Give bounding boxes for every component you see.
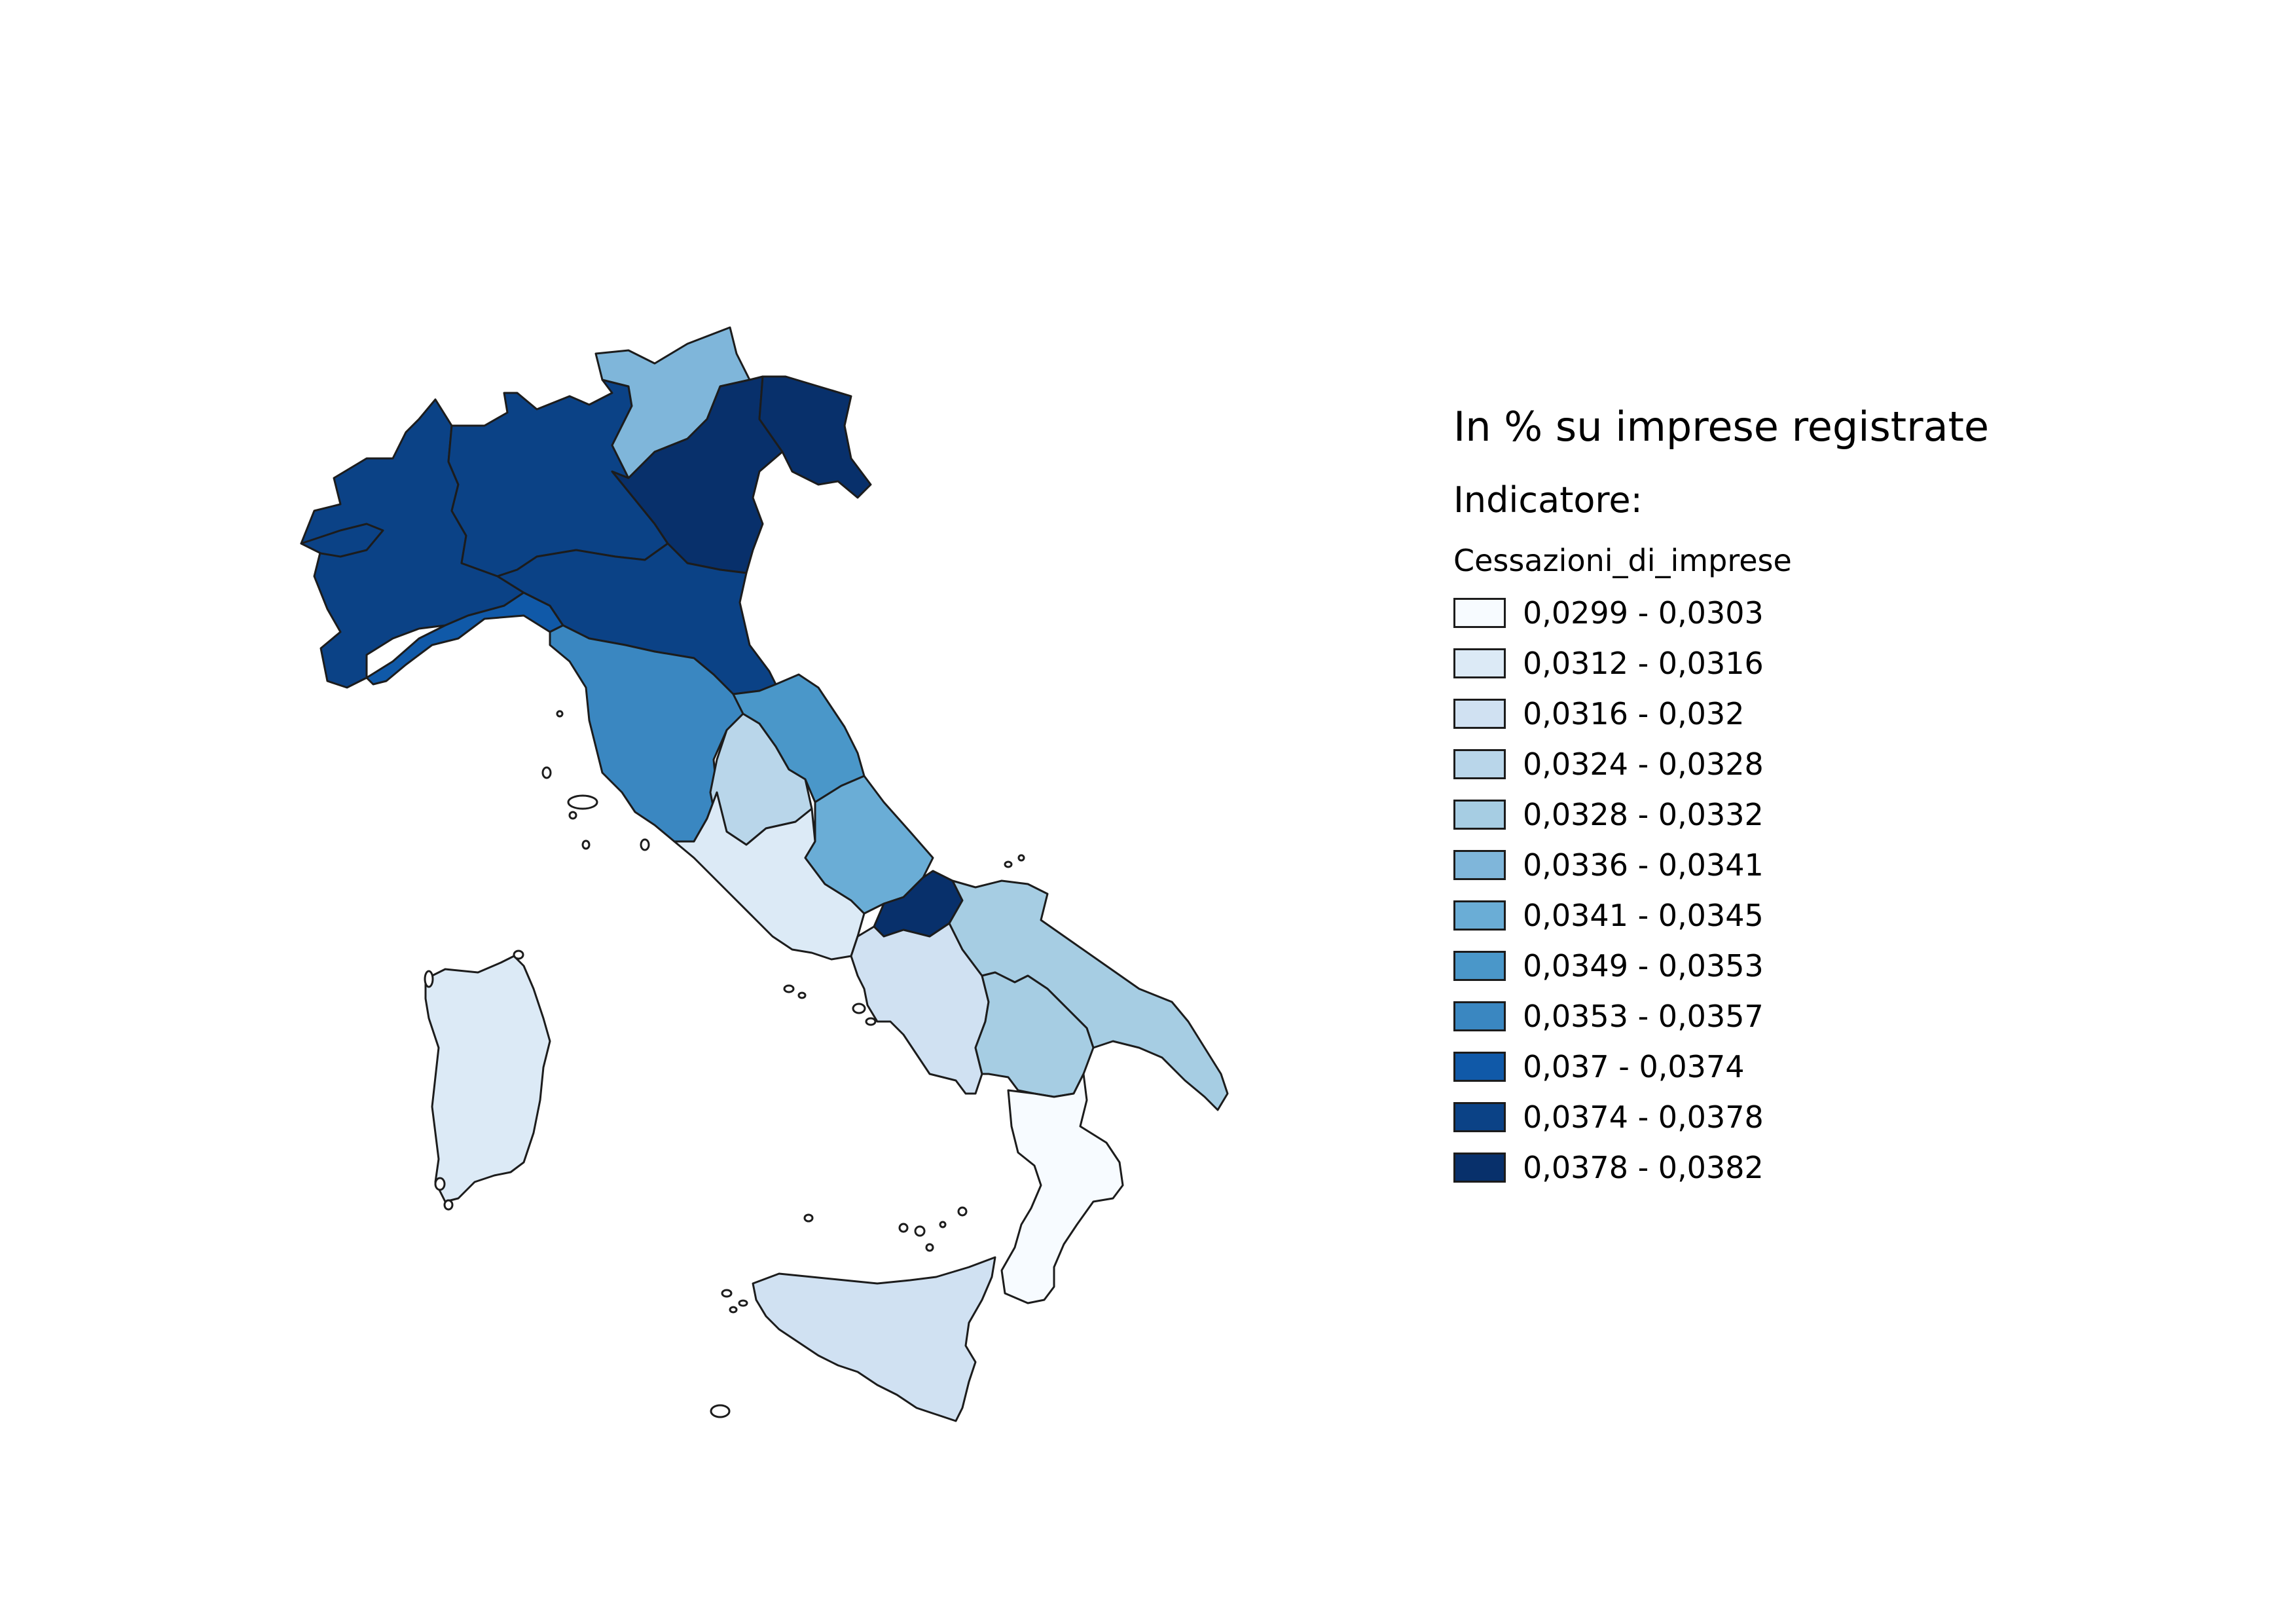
legend-subtitle: Indicatore: [1453, 479, 1643, 521]
legend-swatch [1453, 1051, 1506, 1082]
legend-swatch [1453, 597, 1506, 628]
island-egadi-3 [729, 1306, 738, 1314]
legend-label: 0,0378 - 0,0382 [1523, 1149, 1764, 1185]
region-friuli-venezia-giulia[interactable] [758, 375, 872, 499]
legend-label: 0,0324 - 0,0328 [1523, 746, 1764, 782]
legend-swatch [1453, 1152, 1506, 1183]
legend-swatch [1453, 799, 1506, 830]
legend-swatch [1453, 748, 1506, 779]
legend-row: 0,0349 - 0,0353 [1453, 940, 1989, 991]
legend-row: 0,0312 - 0,0316 [1453, 638, 1989, 688]
legend-swatch [1453, 849, 1506, 880]
island-gorgona [556, 710, 564, 718]
legend-classes: 0,0299 - 0,0303 0,0312 - 0,0316 0,0316 - 0… [1453, 587, 1989, 1192]
island-salina [898, 1223, 909, 1233]
island-tremiti [1004, 860, 1013, 868]
island-montecristo [568, 811, 577, 820]
legend-label: 0,0353 - 0,0357 [1523, 998, 1764, 1034]
island-maddalena [513, 950, 524, 960]
legend-title: In % su imprese registrate [1453, 403, 1990, 451]
small-islands [424, 710, 1025, 1418]
legend-label: 0,0312 - 0,0316 [1523, 645, 1764, 681]
island-elba [567, 794, 598, 810]
region-sardegna[interactable] [424, 955, 551, 1203]
region-calabria[interactable] [1000, 1073, 1124, 1304]
island-stromboli [957, 1206, 968, 1217]
legend-swatch [1453, 648, 1506, 678]
region-sicilia[interactable] [752, 1256, 996, 1422]
legend-row: 0,0328 - 0,0332 [1453, 789, 1989, 840]
legend-label: 0,0316 - 0,032 [1523, 695, 1745, 731]
legend-label: 0,0374 - 0,0378 [1523, 1099, 1764, 1135]
island-egadi-1 [721, 1289, 733, 1298]
legend-row: 0,0324 - 0,0328 [1453, 739, 1989, 789]
map-legend: In % su imprese registrate Indicatore: C… [1453, 403, 1989, 1192]
legend-label: 0,0349 - 0,0353 [1523, 948, 1764, 984]
legend-label: 0,0299 - 0,0303 [1523, 595, 1764, 631]
legend-row: 0,0378 - 0,0382 [1453, 1142, 1989, 1192]
island-capri [865, 1017, 877, 1026]
island-ventotene [797, 991, 807, 999]
island-egadi-2 [738, 1299, 748, 1307]
island-vulcano [925, 1243, 934, 1252]
island-capraia [541, 766, 552, 779]
legend-swatch [1453, 1001, 1506, 1031]
legend-row: 0,0374 - 0,0378 [1453, 1092, 1989, 1142]
legend-row: 0,0316 - 0,032 [1453, 688, 1989, 739]
island-ponza [783, 984, 795, 993]
legend-swatch [1453, 950, 1506, 981]
island-asinara [424, 970, 434, 988]
legend-label: 0,0341 - 0,0345 [1523, 897, 1764, 933]
legend-row: 0,0353 - 0,0357 [1453, 991, 1989, 1041]
legend-swatch [1453, 698, 1506, 729]
legend-row: 0,0336 - 0,0341 [1453, 840, 1989, 890]
island-pianosa [581, 840, 591, 850]
island-sant-antioco [443, 1199, 454, 1211]
legend-label: 0,0336 - 0,0341 [1523, 847, 1764, 883]
island-pelagosa [1017, 854, 1025, 862]
legend-swatch [1453, 1101, 1506, 1132]
legend-label: 0,037 - 0,0374 [1523, 1048, 1745, 1084]
island-ischia [852, 1003, 866, 1014]
island-ustica [803, 1213, 814, 1223]
legend-row: 0,0299 - 0,0303 [1453, 587, 1989, 638]
region-campania[interactable] [850, 922, 990, 1095]
legend-label: 0,0328 - 0,0332 [1523, 796, 1764, 832]
legend-field-name: Cessazioni_di_imprese [1453, 543, 1792, 578]
island-giglio [640, 838, 650, 851]
island-pantelleria [710, 1404, 731, 1418]
legend-row: 0,0341 - 0,0345 [1453, 890, 1989, 940]
island-lipari [914, 1225, 926, 1237]
island-san-pietro [434, 1177, 446, 1191]
legend-swatch [1453, 900, 1506, 931]
region-valle-d-aosta[interactable] [300, 523, 384, 558]
region-marche[interactable] [732, 673, 866, 803]
island-panarea [939, 1221, 947, 1228]
legend-row: 0,037 - 0,0374 [1453, 1041, 1989, 1092]
